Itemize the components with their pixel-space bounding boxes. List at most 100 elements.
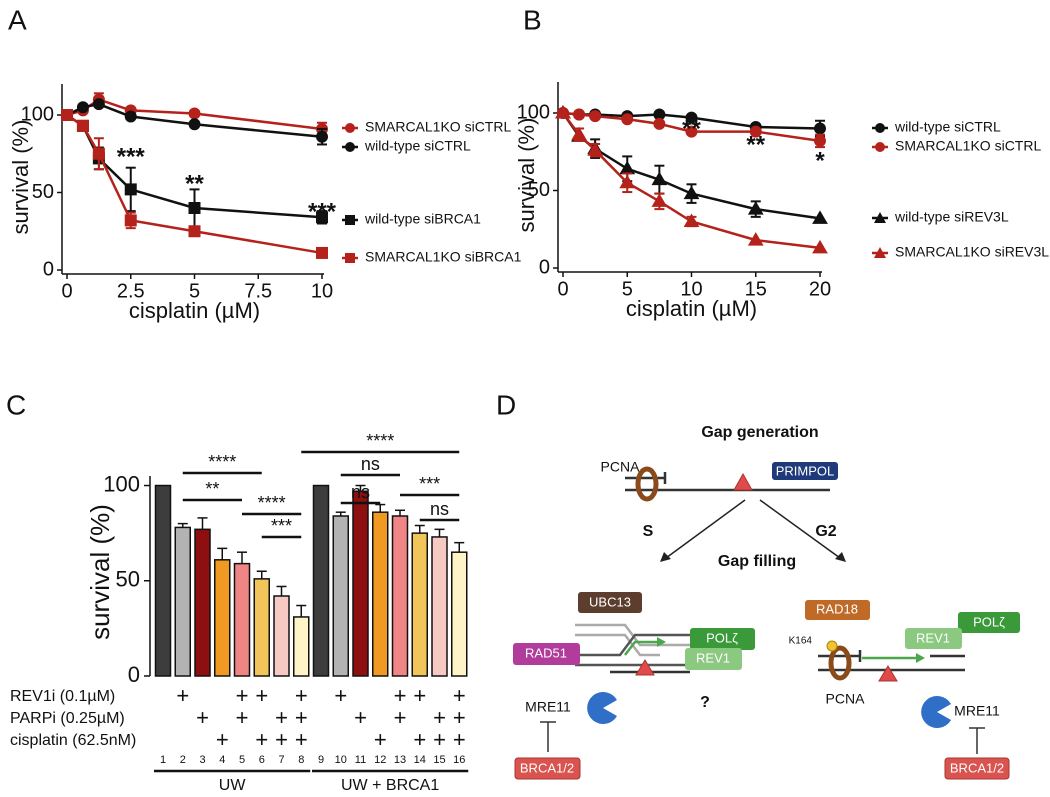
marker	[316, 130, 328, 143]
marker	[573, 108, 586, 121]
legend-marker	[875, 142, 885, 152]
marker	[124, 110, 137, 123]
x-axis-label: cisplatin (µM)	[129, 298, 260, 323]
legend-marker	[875, 123, 885, 133]
bar-number: 16	[453, 754, 465, 766]
legend-label: SMARCAL1KO siCTRL	[895, 138, 1041, 154]
bar	[253, 578, 270, 677]
significance-label: ***	[308, 198, 337, 225]
y-tick-label: 0	[43, 258, 54, 280]
error-bar	[355, 484, 366, 492]
error-bar	[276, 585, 287, 596]
marker	[747, 232, 764, 246]
condition-mark: +	[295, 727, 308, 752]
condition-label: PARPi (0.25µM)	[10, 710, 125, 727]
bar-number: 6	[259, 754, 265, 766]
marker	[747, 201, 764, 215]
synthesis-arrow	[624, 640, 660, 656]
x-tick-label: 2.5	[117, 280, 145, 302]
condition-mark: +	[295, 705, 308, 730]
y-tick-label: 0	[539, 256, 550, 278]
bar-number: 11	[355, 754, 366, 766]
marker	[814, 134, 826, 147]
marker	[619, 160, 636, 175]
protein-box	[685, 648, 742, 670]
marker	[316, 246, 328, 259]
bar-number: 3	[199, 754, 205, 766]
marker	[814, 122, 826, 135]
significance-label: **	[205, 479, 219, 499]
significance-label: **	[682, 115, 701, 142]
bar	[411, 532, 428, 677]
bar	[431, 536, 448, 677]
condition-mark: +	[394, 683, 407, 708]
bar-number: 13	[394, 754, 406, 766]
bar	[332, 515, 349, 677]
arrow	[665, 499, 746, 559]
panel-letter: B	[523, 4, 542, 35]
significance-label: ****	[258, 493, 286, 513]
condition-label: cisplatin (62.5nM)	[10, 732, 136, 749]
x-tick-label: 5	[622, 278, 633, 300]
protein-label: UBC13	[589, 594, 631, 609]
protein-label: PCNA	[601, 459, 641, 475]
marker	[555, 105, 571, 119]
error-bar	[296, 604, 307, 617]
legend-label: SMARCAL1KO siBRCA1	[365, 249, 522, 265]
diagram-heading: Gap filling	[718, 553, 796, 570]
significance-label: ns	[430, 499, 449, 519]
y-tick-label: 0	[128, 662, 140, 687]
protein-box	[805, 600, 870, 620]
arrow-head	[835, 552, 846, 562]
lesion	[635, 659, 655, 676]
bar	[391, 515, 409, 677]
bar-number: 8	[298, 754, 304, 766]
error-bar	[434, 528, 445, 537]
protein-label: PCNA	[826, 691, 866, 707]
y-axis-label: survival (%)	[8, 120, 33, 235]
protein-label: PRIMPOL	[776, 463, 835, 478]
marker	[589, 110, 602, 123]
protein-box	[958, 612, 1020, 633]
bar-number: 14	[414, 754, 426, 766]
condition-mark: +	[413, 727, 426, 752]
bar-number: 9	[318, 754, 324, 766]
marker	[812, 210, 828, 224]
marker	[685, 111, 698, 124]
error-bar	[414, 524, 425, 534]
protein-label: REV1	[916, 630, 950, 645]
significance-label: **	[746, 131, 765, 158]
mre11-icon	[587, 691, 617, 724]
protein-label: POLζ	[706, 630, 738, 645]
bar-number: 5	[239, 754, 245, 766]
bar	[214, 559, 231, 677]
marker	[92, 98, 105, 111]
marker	[683, 213, 700, 227]
marker	[812, 239, 828, 254]
lesion	[733, 472, 753, 491]
legend-label: wild-type siCTRL	[364, 138, 471, 154]
bar	[312, 484, 330, 677]
marker	[188, 118, 201, 131]
bar	[293, 616, 310, 677]
protein-box	[772, 462, 838, 480]
y-tick-label: 100	[517, 101, 550, 123]
error-bar	[256, 570, 267, 579]
bar	[154, 484, 172, 677]
panel-letter: D	[496, 389, 516, 420]
marker	[651, 193, 668, 207]
condition-mark: +	[295, 683, 308, 708]
bar-number: 4	[219, 754, 225, 766]
legend-label: SMARCAL1KO siREV3L	[895, 244, 1049, 260]
arrow	[759, 499, 841, 559]
protein-label: MRE11	[525, 699, 571, 715]
x-tick-label: 10	[680, 278, 702, 300]
marker	[92, 147, 105, 160]
x-tick-label: 10	[311, 280, 333, 302]
marker	[619, 174, 636, 189]
condition-mark: +	[255, 727, 268, 752]
lesion	[878, 665, 898, 682]
protein-box	[905, 628, 962, 649]
gap-diagram: Gap generation PCNA PRIMPOL S G2 Gap fil…	[513, 424, 1020, 780]
